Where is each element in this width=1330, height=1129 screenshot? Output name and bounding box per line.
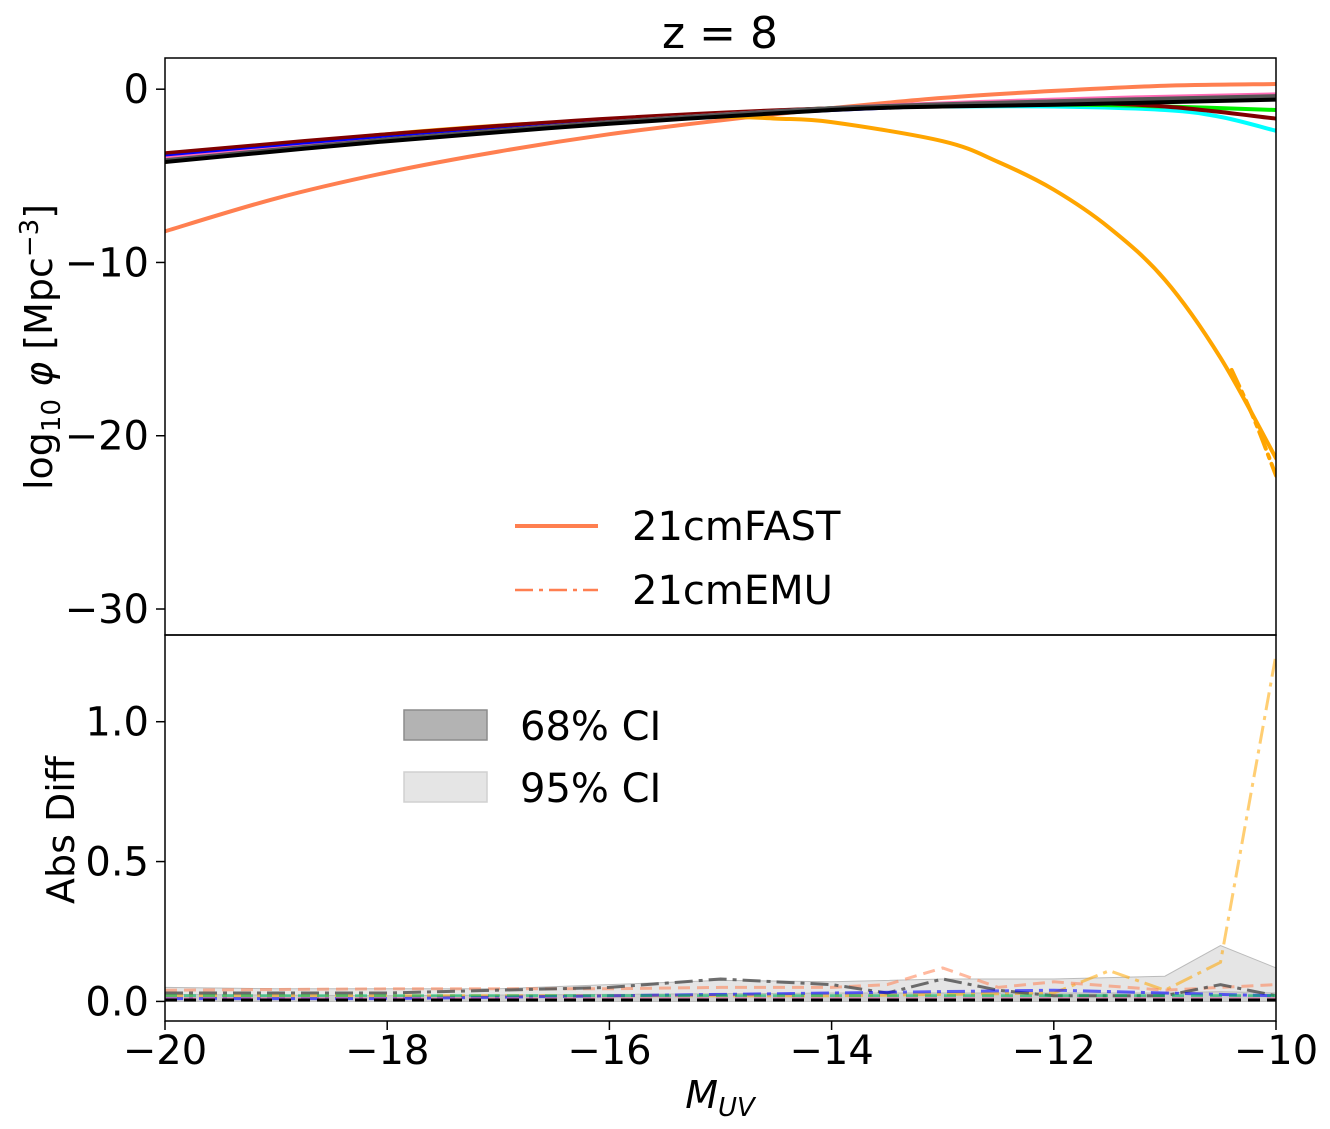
bottom-panel-frame xyxy=(164,634,1277,1022)
top-legend: 21cmFAST 21cmEMU xyxy=(515,504,841,614)
top-panel: 0 −10 −20 −30 log10 φ [Mpc−3] 21cmFAST 21cmE… xyxy=(15,57,1277,636)
chart-title: z = 8 xyxy=(662,8,778,59)
ci-legend-label-0: 68% CI xyxy=(520,704,661,750)
bottom-y-axis-title: Abs Diff xyxy=(39,755,83,904)
top-y-tick-label: 0 xyxy=(124,67,149,113)
bottom-y-tick-label: 0.5 xyxy=(85,840,149,886)
top-series-group xyxy=(165,82,1276,478)
bottom-series-line-0 xyxy=(165,654,1276,998)
legend-label-1: 21cmEMU xyxy=(632,568,833,614)
x-tick-label: −20 xyxy=(123,1028,207,1074)
top-y-tick-label: −20 xyxy=(65,414,149,460)
bottom-y-ticks: 0.0 0.5 1.0 xyxy=(85,700,165,1025)
top-y-tick-label: −10 xyxy=(65,240,149,286)
bottom-series-line-1 xyxy=(165,966,1276,992)
x-tick-label: −18 xyxy=(345,1028,429,1074)
top-series-line-1 xyxy=(165,114,1276,461)
legend-label-0: 21cmFAST xyxy=(632,504,841,550)
bottom-series-line-2 xyxy=(165,977,1276,998)
bottom-legend: 68% CI 95% CI xyxy=(403,704,661,812)
bottom-panel: 0.0 0.5 1.0 −20 −18 −16 −14 −12 −10 Abs Diff MU… xyxy=(39,634,1318,1123)
x-tick-label: −10 xyxy=(1234,1028,1318,1074)
ci-legend-patch-0 xyxy=(403,709,488,741)
top-series-line-0 xyxy=(165,82,1276,234)
top-y-ticks: 0 −10 −20 −30 xyxy=(65,67,165,633)
top-y-tick-label: −30 xyxy=(65,587,149,633)
bottom-series-group xyxy=(165,654,1276,1002)
x-tick-label: −12 xyxy=(1012,1028,1096,1074)
bottom-y-tick-label: 1.0 xyxy=(85,700,149,746)
ci-legend-patch-1 xyxy=(403,771,488,803)
top-y-axis-title: log10 φ [Mpc−3] xyxy=(15,204,67,490)
bottom-y-tick-label: 0.0 xyxy=(85,979,149,1025)
bottom-x-ticks: −20 −18 −16 −14 −12 −10 xyxy=(123,1021,1318,1074)
x-tick-label: −16 xyxy=(567,1028,651,1074)
x-tick-label: −14 xyxy=(789,1028,873,1074)
bottom-x-axis-title: MUV xyxy=(685,1073,757,1123)
top-series-line-2 xyxy=(1229,367,1276,478)
top-series-line-9 xyxy=(165,97,1276,164)
ci-legend-label-1: 95% CI xyxy=(520,766,661,812)
